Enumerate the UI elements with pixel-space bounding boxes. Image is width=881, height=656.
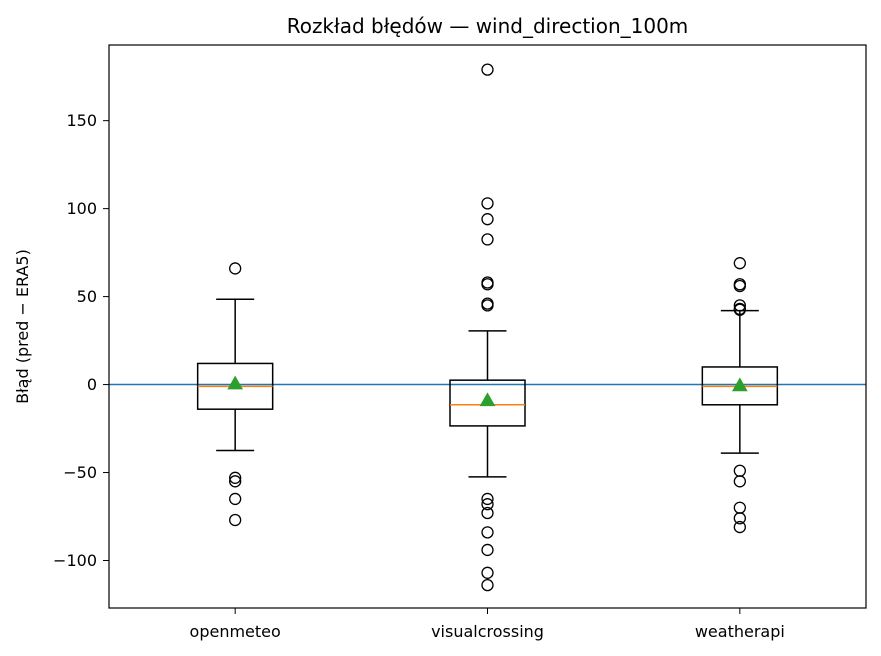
outlier-point xyxy=(733,501,746,514)
y-tick-label: −100 xyxy=(53,551,97,570)
y-tick-label: 100 xyxy=(66,199,97,218)
y-tick-label: 50 xyxy=(77,287,97,306)
outlier-point xyxy=(481,578,494,592)
outlier-point xyxy=(733,299,746,312)
outlier-point xyxy=(481,197,494,210)
x-tick-label: openmeteo xyxy=(190,622,281,641)
outlier-point xyxy=(481,498,494,511)
y-axis-label: Błąd (pred − ERA5) xyxy=(13,249,32,404)
outlier-point xyxy=(481,299,494,312)
y-tick-label: 150 xyxy=(66,111,97,130)
mean-marker xyxy=(731,377,748,392)
plot-frame xyxy=(108,44,867,609)
y-tick-label: −50 xyxy=(63,463,97,482)
outlier-point xyxy=(481,543,494,557)
outlier-point xyxy=(481,526,494,539)
outlier-point xyxy=(229,262,242,275)
outlier-point xyxy=(733,279,746,293)
outlier-point xyxy=(733,303,746,316)
mean-marker xyxy=(227,375,244,390)
outlier-point xyxy=(229,475,242,488)
outlier-point xyxy=(733,257,746,270)
y-tick-label: 0 xyxy=(87,375,97,394)
outlier-point xyxy=(481,213,494,226)
outlier-point xyxy=(481,506,494,520)
outlier-point xyxy=(229,513,242,527)
outlier-point xyxy=(733,475,746,488)
plot-area: −100 −50 0 50 100 150 openmeteo visualcrossing w… xyxy=(53,44,867,641)
outlier-point xyxy=(481,233,494,246)
chart-title: Rozkład błędów — wind_direction_100m xyxy=(287,14,689,38)
x-tick-label: weatherapi xyxy=(695,622,785,641)
outlier-point xyxy=(229,492,242,506)
outlier-point xyxy=(229,471,242,484)
outlier-point xyxy=(733,512,746,525)
outlier-point xyxy=(481,63,494,76)
outlier-point xyxy=(733,520,746,534)
outlier-point xyxy=(733,464,746,477)
x-tick-label: visualcrossing xyxy=(431,622,544,641)
mean-marker xyxy=(479,392,496,407)
outlier-point xyxy=(481,566,494,579)
outlier-point xyxy=(481,278,494,291)
iqr-box xyxy=(449,379,526,427)
outlier-point xyxy=(481,492,494,506)
